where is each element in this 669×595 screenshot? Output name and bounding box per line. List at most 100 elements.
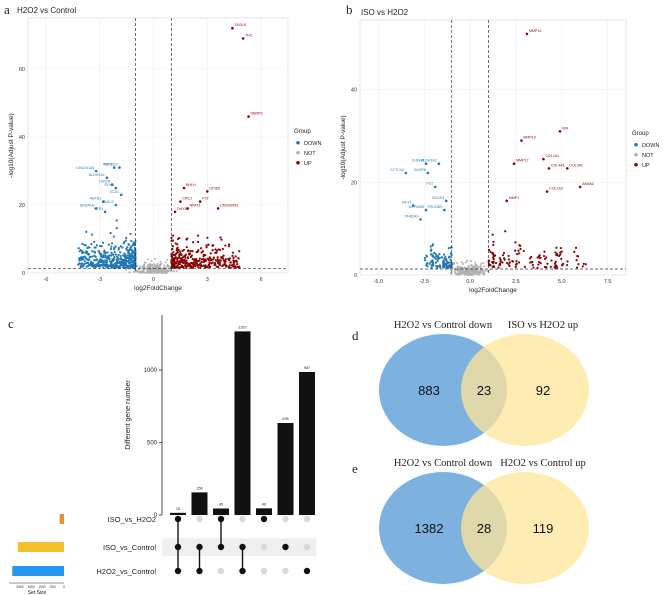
upset-plot: 0 500 1000 Different gene number 15 156 45 1267… [9,315,317,595]
point-down [124,261,127,265]
point-up [546,262,549,265]
point-up [175,249,179,252]
point-not [450,272,453,275]
point-up [231,251,234,254]
point-up [531,263,534,266]
point-down [87,258,90,261]
point-label: HDAC1 [102,200,114,204]
point-up [179,266,182,269]
point-up [175,251,178,255]
matrix-dot [260,567,268,575]
point-down [78,262,81,265]
point-down [98,264,101,267]
point-up [237,257,240,260]
x-tick-label: 3 [206,277,209,283]
point-not [159,263,162,266]
point-down [81,257,84,260]
labeled-point [433,185,437,189]
point-label: TAGLN [234,23,246,27]
point-up [531,260,534,263]
point-not [172,270,175,273]
point-up [198,257,201,260]
point-up [492,255,495,258]
point-label: COL1A3 [549,187,563,191]
point-not [136,265,139,268]
point-down [429,249,433,252]
point-up [199,247,203,250]
point-up [515,262,518,265]
point-up [562,262,565,265]
point-up [171,255,174,259]
legend-swatch [634,142,638,147]
point-up [214,263,217,266]
point-up [174,265,177,268]
point-up [182,261,185,265]
point-label: LINC00993 [220,203,238,207]
point-down [90,233,94,236]
point-down [436,266,439,270]
point-label: MMP12 [516,159,528,163]
point-up [219,259,222,262]
point-up [576,254,579,258]
point-up [506,261,509,265]
point-label: THC [245,33,253,37]
point-label: FST [202,197,210,201]
point-down [100,253,103,256]
labeled-point [444,199,448,203]
labeled-point [545,190,549,193]
point-up [206,236,209,239]
labeled-point [411,204,415,207]
point-up [181,249,184,252]
point-up [196,250,199,253]
point-up [559,253,562,256]
point-down [110,266,114,269]
point-up [208,256,211,259]
point-label: COL3A2 [569,163,583,167]
matrix-dot [217,567,225,575]
x-tick-label: -3 [97,277,102,283]
point-up [232,259,235,262]
point-down [116,255,119,258]
point-down [100,245,103,248]
intersection-bar-label: 987 [304,366,310,370]
point-down [113,262,117,266]
point-down [94,246,97,249]
point-up [227,245,231,248]
point-up [554,251,557,254]
point-not [474,264,477,267]
point-down [125,264,128,267]
point-up [218,263,221,266]
point-not [148,266,151,269]
point-label: ALDH1A2 [421,159,437,163]
point-up [550,259,553,262]
point-down [449,246,452,249]
point-down [131,257,134,260]
point-up [191,241,195,244]
point-down [95,263,98,266]
point-down [130,261,133,264]
point-down [83,260,86,263]
matrix-dot [303,567,311,575]
point-up [235,259,238,262]
point-up [487,262,491,266]
point-not [479,269,482,272]
point-up [224,244,227,247]
point-down [436,259,439,263]
point-down [83,243,86,246]
point-label: SDDA1A [80,203,95,207]
point-up [559,246,562,250]
x-axis-label: log2FoldChange [469,287,517,294]
point-down [130,254,133,257]
point-down [98,251,101,254]
point-label: CRC1 [182,197,192,201]
point-up [517,261,521,264]
point-down [93,263,96,266]
point-down [115,219,118,222]
labeled-point [186,207,189,210]
point-up [205,246,208,249]
venn-right-count: 92 [536,383,550,398]
point-down [111,253,114,256]
point-not [159,271,162,274]
point-up [182,266,185,269]
point-not [471,272,474,275]
